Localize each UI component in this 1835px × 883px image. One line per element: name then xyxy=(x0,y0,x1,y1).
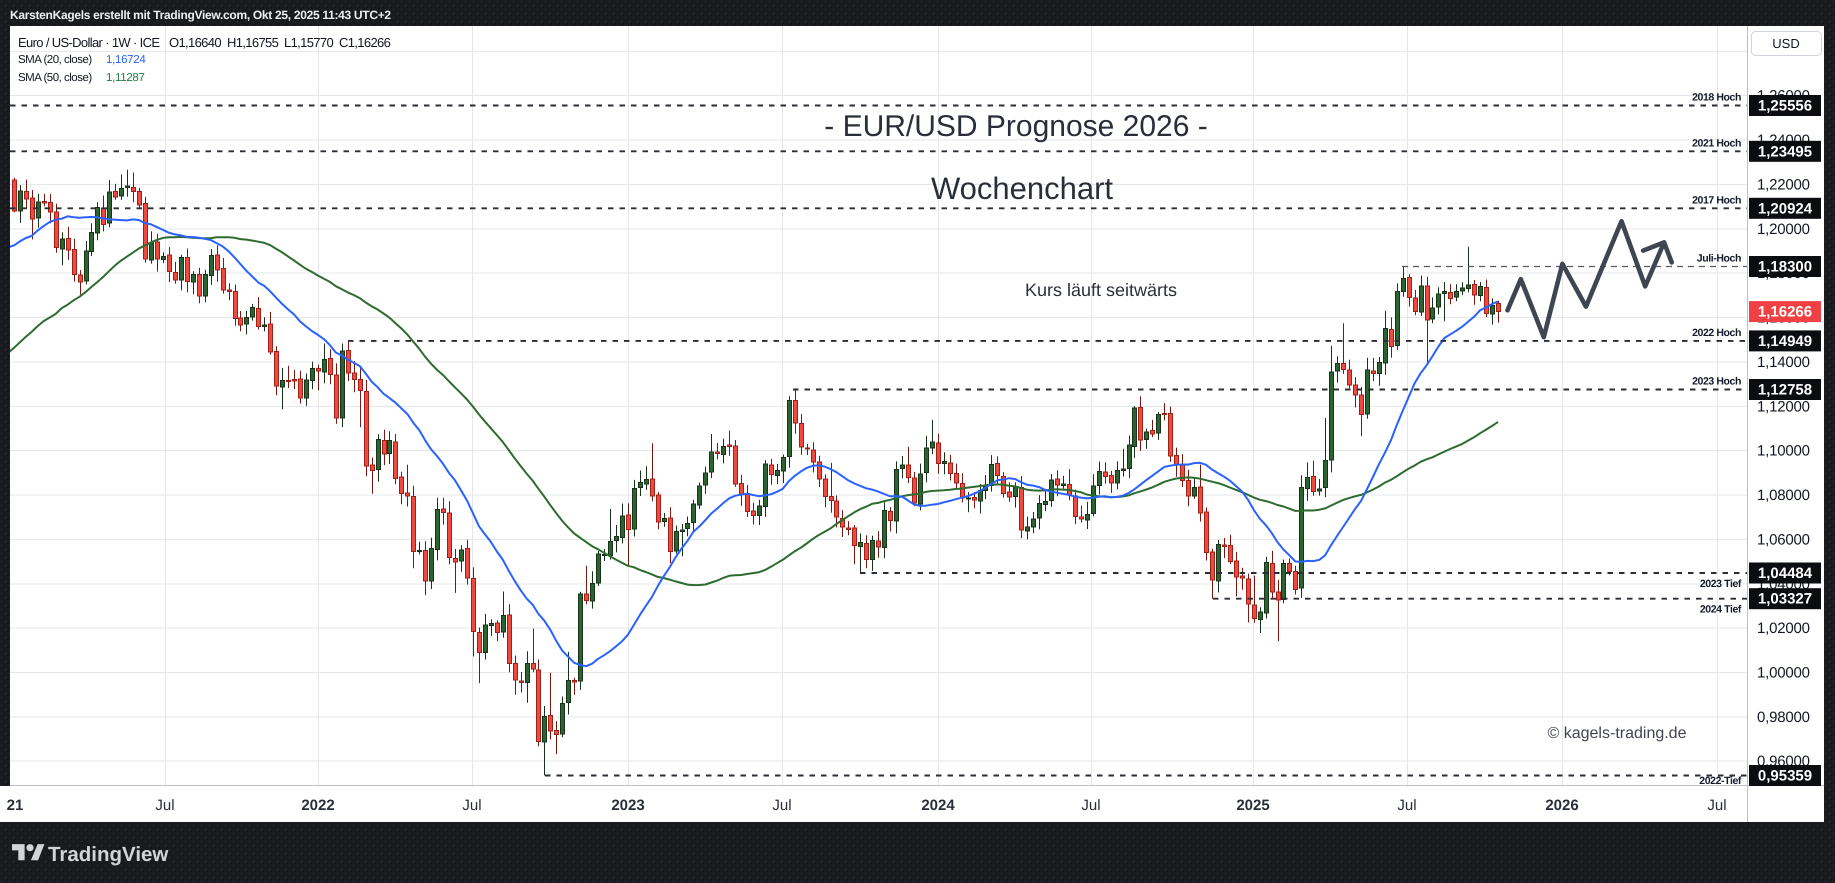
svg-text:1,20924: 1,20924 xyxy=(1758,200,1813,217)
svg-text:2021 Hoch: 2021 Hoch xyxy=(1692,137,1741,149)
svg-text:Juli-Hoch: Juli-Hoch xyxy=(1697,253,1741,265)
svg-text:Wochenchart: Wochenchart xyxy=(931,171,1113,206)
svg-text:1,04484: 1,04484 xyxy=(1758,565,1813,582)
svg-text:1,12000: 1,12000 xyxy=(1757,398,1810,415)
svg-text:1,14000: 1,14000 xyxy=(1757,354,1810,371)
svg-text:1,03327: 1,03327 xyxy=(1758,591,1812,608)
svg-text:Kurs läuft seitwärts: Kurs läuft seitwärts xyxy=(1025,280,1177,300)
svg-text:C1,16266: C1,16266 xyxy=(339,35,391,50)
svg-text:1,14949: 1,14949 xyxy=(1758,333,1812,350)
svg-text:1,16724: 1,16724 xyxy=(106,54,146,66)
svg-text:1,00000: 1,00000 xyxy=(1757,665,1810,682)
svg-text:0,95359: 0,95359 xyxy=(1758,768,1812,785)
svg-text:O1,16640: O1,16640 xyxy=(169,35,221,50)
svg-text:2024: 2024 xyxy=(921,797,955,814)
svg-text:Jul: Jul xyxy=(155,797,174,814)
svg-text:TradingView: TradingView xyxy=(48,843,168,866)
svg-text:2025: 2025 xyxy=(1236,797,1269,814)
svg-text:2026: 2026 xyxy=(1545,797,1578,814)
svg-text:Jul: Jul xyxy=(1707,797,1726,814)
svg-text:1,10000: 1,10000 xyxy=(1757,443,1810,460)
svg-text:1,12758: 1,12758 xyxy=(1758,382,1812,399)
svg-text:Jul: Jul xyxy=(462,797,481,814)
svg-text:2022 Hoch: 2022 Hoch xyxy=(1692,327,1741,339)
svg-text:Jul: Jul xyxy=(1397,797,1416,814)
svg-text:21: 21 xyxy=(7,797,24,814)
svg-text:1,06000: 1,06000 xyxy=(1757,531,1810,548)
svg-text:2024 Tief: 2024 Tief xyxy=(1700,604,1742,616)
svg-text:2023 Tief: 2023 Tief xyxy=(1700,578,1742,590)
svg-text:L1,15770: L1,15770 xyxy=(284,35,333,50)
svg-text:SMA (20, close): SMA (20, close) xyxy=(18,54,92,66)
svg-text:1,20000: 1,20000 xyxy=(1757,221,1810,238)
svg-text:SMA (50, close): SMA (50, close) xyxy=(18,72,92,84)
svg-text:Jul: Jul xyxy=(1081,797,1100,814)
svg-text:1,16266: 1,16266 xyxy=(1758,304,1812,321)
svg-text:1,25556: 1,25556 xyxy=(1758,98,1812,115)
svg-text:2018 Hoch: 2018 Hoch xyxy=(1692,92,1741,104)
svg-text:Euro / US-Dollar · 1W · ICE: Euro / US-Dollar · 1W · ICE xyxy=(18,35,160,50)
svg-text:2022: 2022 xyxy=(301,797,334,814)
svg-text:1,02000: 1,02000 xyxy=(1757,620,1810,637)
svg-text:0,98000: 0,98000 xyxy=(1757,709,1810,726)
svg-text:1,11287: 1,11287 xyxy=(106,72,145,84)
svg-text:H1,16755: H1,16755 xyxy=(227,35,279,50)
svg-text:2017 Hoch: 2017 Hoch xyxy=(1692,194,1741,206)
svg-text:1,08000: 1,08000 xyxy=(1757,487,1810,504)
svg-text:2023 Hoch: 2023 Hoch xyxy=(1692,376,1741,388)
svg-text:USD: USD xyxy=(1772,36,1799,51)
svg-text:1,18300: 1,18300 xyxy=(1758,259,1812,276)
svg-text:2023: 2023 xyxy=(611,797,644,814)
svg-text:1,22000: 1,22000 xyxy=(1757,176,1810,193)
svg-text:1,23495: 1,23495 xyxy=(1758,143,1812,160)
svg-text:2022-Tief: 2022-Tief xyxy=(1699,775,1742,787)
svg-text:© kagels-trading.de: © kagels-trading.de xyxy=(1548,725,1687,742)
svg-text:KarstenKagels erstellt mit Tra: KarstenKagels erstellt mit TradingView.c… xyxy=(10,8,391,22)
svg-text:- EUR/USD Prognose 2026 -: - EUR/USD Prognose 2026 - xyxy=(824,110,1208,143)
svg-text:Jul: Jul xyxy=(772,797,791,814)
